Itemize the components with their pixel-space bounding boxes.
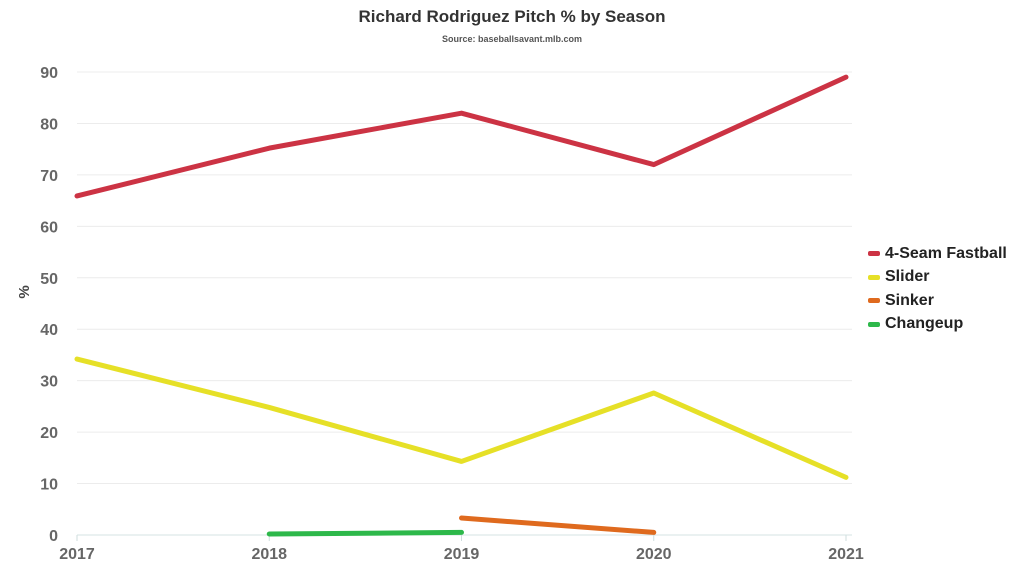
- series-line-4-seam-fastball: [74, 74, 849, 199]
- legend-swatch: [868, 298, 880, 304]
- chart-legend: 4-Seam Fastball Slider Sinker Changeup: [868, 242, 1007, 336]
- gridlines: [76, 71, 852, 541]
- legend-item-slider[interactable]: Slider: [868, 266, 1007, 290]
- y-tick-label: 50: [40, 271, 58, 288]
- legend-item-4-seam-fastball[interactable]: 4-Seam Fastball: [868, 242, 1007, 266]
- chart-title: Richard Rodriguez Pitch % by Season: [358, 7, 666, 26]
- series-line-sinker: [459, 515, 657, 535]
- legend-label: Sinker: [885, 291, 934, 309]
- y-tick-label: 0: [49, 528, 58, 545]
- legend-swatch: [868, 251, 880, 257]
- y-tick-label: 60: [40, 219, 58, 236]
- legend-label: Changeup: [885, 315, 964, 333]
- y-tick-label: 70: [40, 168, 58, 185]
- legend-label: Slider: [885, 268, 930, 286]
- x-tick-label: 2020: [636, 546, 672, 563]
- y-tick-label: 10: [40, 477, 58, 494]
- series-line-slider: [74, 356, 849, 480]
- legend-item-changeup[interactable]: Changeup: [868, 313, 1007, 337]
- x-tick-label: 2017: [59, 546, 95, 563]
- x-tick-label: 2021: [828, 546, 864, 563]
- y-tick-label: 20: [40, 425, 58, 442]
- y-axis-label: %: [16, 285, 33, 298]
- legend-swatch: [868, 321, 880, 327]
- y-tick-label: 80: [40, 116, 58, 133]
- series-lines: [74, 74, 849, 537]
- legend-item-sinker[interactable]: Sinker: [868, 289, 1007, 313]
- series-line-changeup: [266, 529, 464, 537]
- x-tick-label: 2019: [444, 546, 480, 563]
- x-axis-ticks: 2017 2018 2019 2020 2021: [59, 546, 864, 563]
- chart-subtitle: Source: baseballsavant.mlb.com: [441, 34, 583, 44]
- y-tick-label: 30: [40, 374, 58, 391]
- y-tick-label: 40: [40, 322, 58, 339]
- legend-label: 4-Seam Fastball: [885, 244, 1007, 262]
- y-tick-label: 90: [40, 65, 58, 82]
- legend-swatch: [868, 274, 880, 280]
- y-axis-ticks: 0 10 20 30 40 50 60 70 80 90: [40, 65, 58, 545]
- x-tick-label: 2018: [251, 546, 287, 563]
